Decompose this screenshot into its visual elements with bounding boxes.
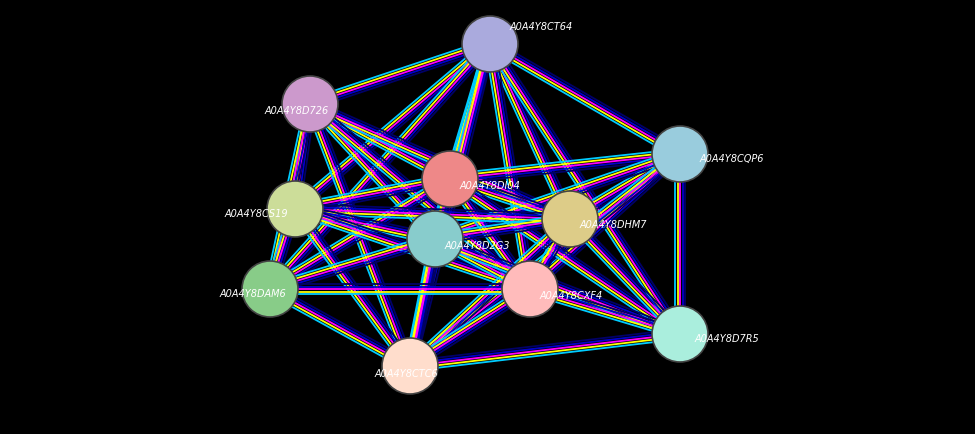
Circle shape: [652, 306, 708, 362]
Circle shape: [382, 338, 438, 394]
Circle shape: [407, 211, 463, 267]
Text: A0A4Y8DI04: A0A4Y8DI04: [460, 181, 521, 191]
Circle shape: [267, 181, 323, 237]
Circle shape: [462, 16, 518, 72]
Text: A0A4Y8CQP6: A0A4Y8CQP6: [700, 154, 764, 164]
Circle shape: [502, 261, 558, 317]
Text: A0A4Y8DHM7: A0A4Y8DHM7: [580, 220, 647, 230]
Text: A0A4Y8D726: A0A4Y8D726: [265, 106, 330, 116]
Text: A0A4Y8CTC6: A0A4Y8CTC6: [375, 369, 439, 379]
Circle shape: [242, 261, 298, 317]
Circle shape: [282, 76, 338, 132]
Circle shape: [422, 151, 478, 207]
Circle shape: [652, 126, 708, 182]
Text: A0A4Y8CS19: A0A4Y8CS19: [225, 209, 289, 219]
Text: A0A4Y8D7R5: A0A4Y8D7R5: [695, 334, 760, 344]
Text: A0A4Y8DAM6: A0A4Y8DAM6: [220, 289, 287, 299]
Text: A0A4Y8CXF4: A0A4Y8CXF4: [540, 291, 604, 301]
Text: A0A4Y8D2G3: A0A4Y8D2G3: [445, 241, 511, 251]
Text: A0A4Y8CT64: A0A4Y8CT64: [510, 22, 573, 32]
Circle shape: [542, 191, 598, 247]
